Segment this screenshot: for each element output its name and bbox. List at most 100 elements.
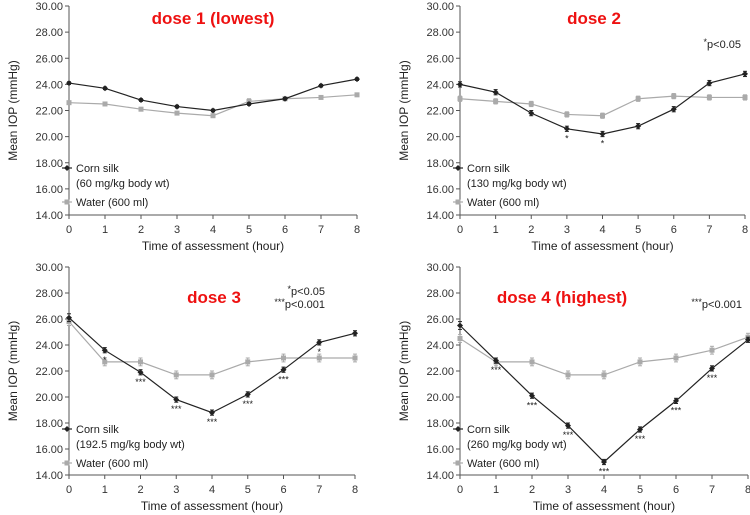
legend-label-corn-silk: Corn silk [76,424,119,436]
significance-label: *** [171,404,182,414]
data-point [174,110,180,116]
y-tick-label: 28.00 [35,288,63,300]
significance-label: *** [278,374,289,384]
significance-note-text: p<0.001 [285,299,325,311]
y-tick-label: 24.00 [35,79,63,91]
x-tick-label: 3 [173,484,179,496]
legend-label-corn-silk: Corn silk [467,424,510,436]
data-point [66,314,72,321]
data-point [565,372,571,378]
data-point [210,107,216,114]
data-point [457,336,463,341]
series-water [457,93,748,119]
x-tick-label: 6 [280,484,286,496]
data-point [102,85,108,92]
x-axis-title: Time of assessment (hour) [533,499,675,513]
data-point [66,80,72,87]
significance-note: *p<0.05 [704,37,741,51]
y-tick-label: 18.00 [426,158,454,170]
significance-label: *** [135,377,146,387]
legend-label-water: Water (600 ml) [467,197,539,209]
data-point [209,409,215,416]
y-tick-label: 28.00 [426,288,454,300]
legend-marker [64,199,70,205]
data-point [709,347,715,353]
x-tick-label: 7 [706,224,712,236]
data-point [101,347,108,354]
significance-note-text: p<0.001 [702,299,742,311]
y-tick-label: 26.00 [35,53,63,65]
series-line [459,73,746,135]
data-point [563,125,570,132]
x-tick-label: 6 [282,224,288,236]
legend-label-dose: (192.5 mg/kg body wt) [76,439,185,451]
data-point [529,392,535,399]
x-tick-label: 0 [457,224,463,236]
significance-label: *** [599,467,610,477]
significance-note-stars: * [288,284,292,294]
chart-panel-2: 14.00 16.00 18.00 20.00 22.00 24.00 26.00 28.00… [397,1,748,253]
data-point [528,110,535,117]
y-tick-label: 30.00 [35,1,63,13]
x-tick-label: 4 [599,224,605,236]
significance-label: * [103,355,107,365]
panel-title: dose 1 (lowest) [152,9,275,28]
data-point [673,355,679,361]
legend: Corn silk (60 mg/kg body wt) Water (600 ml… [62,163,170,209]
legend-label-water: Water (600 ml) [76,458,148,470]
significance-label: *** [491,365,502,375]
y-tick-label: 24.00 [35,340,63,352]
significance-label: *** [207,417,218,427]
legend-label-corn-silk: Corn silk [76,163,119,175]
legend-label-dose: (260 mg/kg body wt) [467,439,567,451]
x-axis-title: Time of assessment (hour) [142,239,284,253]
significance-label: *** [635,434,646,444]
x-axis-title: Time of assessment (hour) [531,239,673,253]
legend-marker [64,426,70,432]
legend-marker [64,460,70,466]
x-tick-label: 7 [316,484,322,496]
y-axis-title: Mean IOP (mmHg) [397,60,411,160]
y-tick-label: 14.00 [426,470,454,482]
y-tick-label: 28.00 [426,27,454,39]
data-point [138,106,144,112]
data-point [706,94,712,100]
data-point [601,372,607,378]
data-point [635,96,641,102]
data-point [318,94,324,100]
series-corn-silk: ***************** [66,313,358,427]
x-tick-label: 0 [66,224,72,236]
y-tick-label: 30.00 [426,262,454,274]
significance-label: * [565,133,569,143]
data-point [599,131,606,138]
y-tick-label: 24.00 [426,340,454,352]
chart-panel-1: 14.00 16.00 18.00 20.00 22.00 24.00 26.00 28.00… [6,1,360,253]
series-water [66,317,358,380]
x-tick-label: 1 [102,224,108,236]
x-tick-label: 3 [565,484,571,496]
y-tick-label: 22.00 [426,106,454,118]
x-tick-label: 8 [352,484,358,496]
data-point [173,396,180,403]
significance-label: *** [707,373,718,383]
data-point [209,372,215,378]
legend-label-water: Water (600 ml) [467,458,539,470]
data-point [493,98,499,104]
legend-marker [455,165,461,171]
x-tick-label: 4 [601,484,607,496]
significance-note-stars: *** [274,297,285,307]
data-point [316,355,322,361]
data-point [637,359,643,365]
y-tick-label: 14.00 [35,210,63,222]
y-tick-label: 16.00 [426,444,454,456]
x-tick-label: 0 [66,484,72,496]
data-point [564,111,570,117]
x-axis-title: Time of assessment (hour) [141,499,283,513]
data-point [210,113,216,119]
x-tick-label: 2 [528,224,534,236]
y-tick-label: 30.00 [35,262,63,274]
series-line [459,336,749,376]
data-point [244,391,251,398]
data-point [102,101,108,107]
data-point [600,113,605,119]
